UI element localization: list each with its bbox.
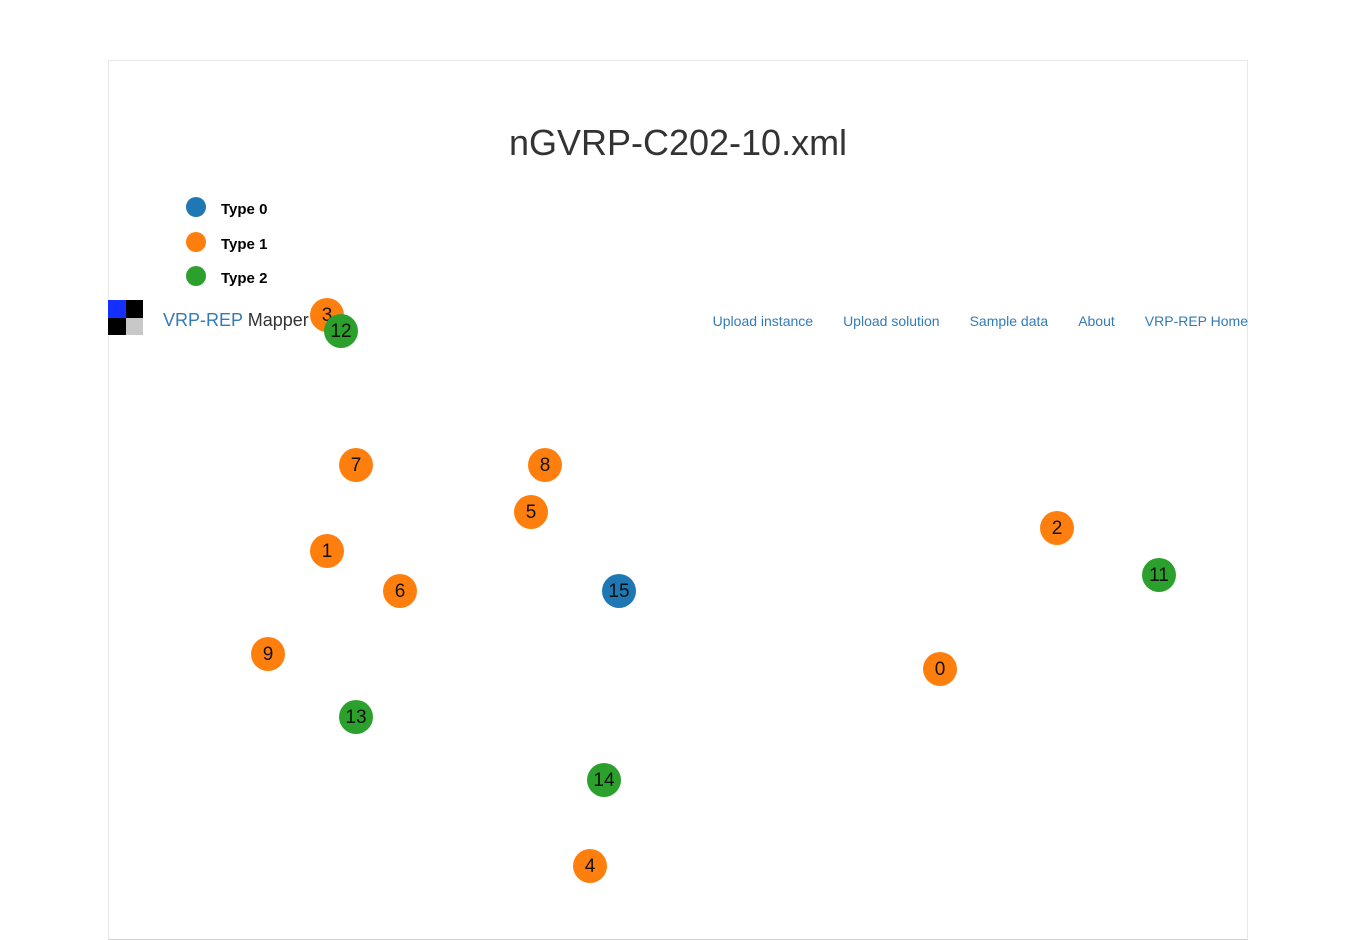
logo-square (108, 317, 126, 335)
map-node-0[interactable]: 0 (923, 652, 957, 686)
map-node-12[interactable]: 12 (324, 314, 358, 348)
legend-swatch-type-1 (186, 231, 206, 252)
map-node-8[interactable]: 8 (528, 448, 562, 482)
map-node-13[interactable]: 13 (339, 700, 373, 734)
legend-label-type-2: Type 2 (221, 270, 268, 287)
map-node-2[interactable]: 2 (1040, 511, 1074, 545)
map-node-15[interactable]: 15 (602, 574, 636, 608)
legend-label-type-0: Type 0 (221, 201, 268, 218)
map-node-4[interactable]: 4 (573, 849, 607, 883)
navbar: VRP-REP Mapper Upload instance Upload so… (108, 300, 1248, 336)
nav-about[interactable]: About (1078, 313, 1115, 329)
nav-upload-solution[interactable]: Upload solution (843, 313, 940, 329)
legend-label-type-1: Type 1 (221, 235, 268, 253)
brand-suffix: Mapper (242, 310, 309, 330)
brand-highlight: VRP-REP (163, 310, 243, 330)
logo-square (125, 317, 143, 335)
legend-swatch-type-2 (186, 266, 206, 286)
map-panel[interactable] (108, 60, 1248, 940)
nav-sample-data[interactable]: Sample data (969, 313, 1049, 329)
nav-vrp-rep-home[interactable]: VRP-REP Home (1144, 313, 1248, 329)
map-node-5[interactable]: 5 (514, 495, 548, 529)
logo-square (125, 300, 143, 318)
map-title: nGVRP-C202-10.xml (508, 122, 848, 163)
map-node-9[interactable]: 9 (251, 637, 285, 671)
legend-swatch-type-0 (186, 197, 206, 217)
vrp-rep-logo[interactable] (108, 300, 143, 335)
map-node-11[interactable]: 11 (1142, 558, 1176, 592)
map-node-6[interactable]: 6 (383, 574, 417, 608)
map-node-14[interactable]: 14 (587, 763, 621, 797)
nav-links: Upload instance Upload solution Sample d… (713, 313, 1248, 329)
map-node-7[interactable]: 7 (339, 448, 373, 482)
nav-upload-instance[interactable]: Upload instance (712, 313, 814, 329)
map-node-1[interactable]: 1 (310, 534, 344, 568)
logo-square (108, 300, 126, 318)
brand-name[interactable]: VRP-REP Mapper (163, 310, 309, 331)
